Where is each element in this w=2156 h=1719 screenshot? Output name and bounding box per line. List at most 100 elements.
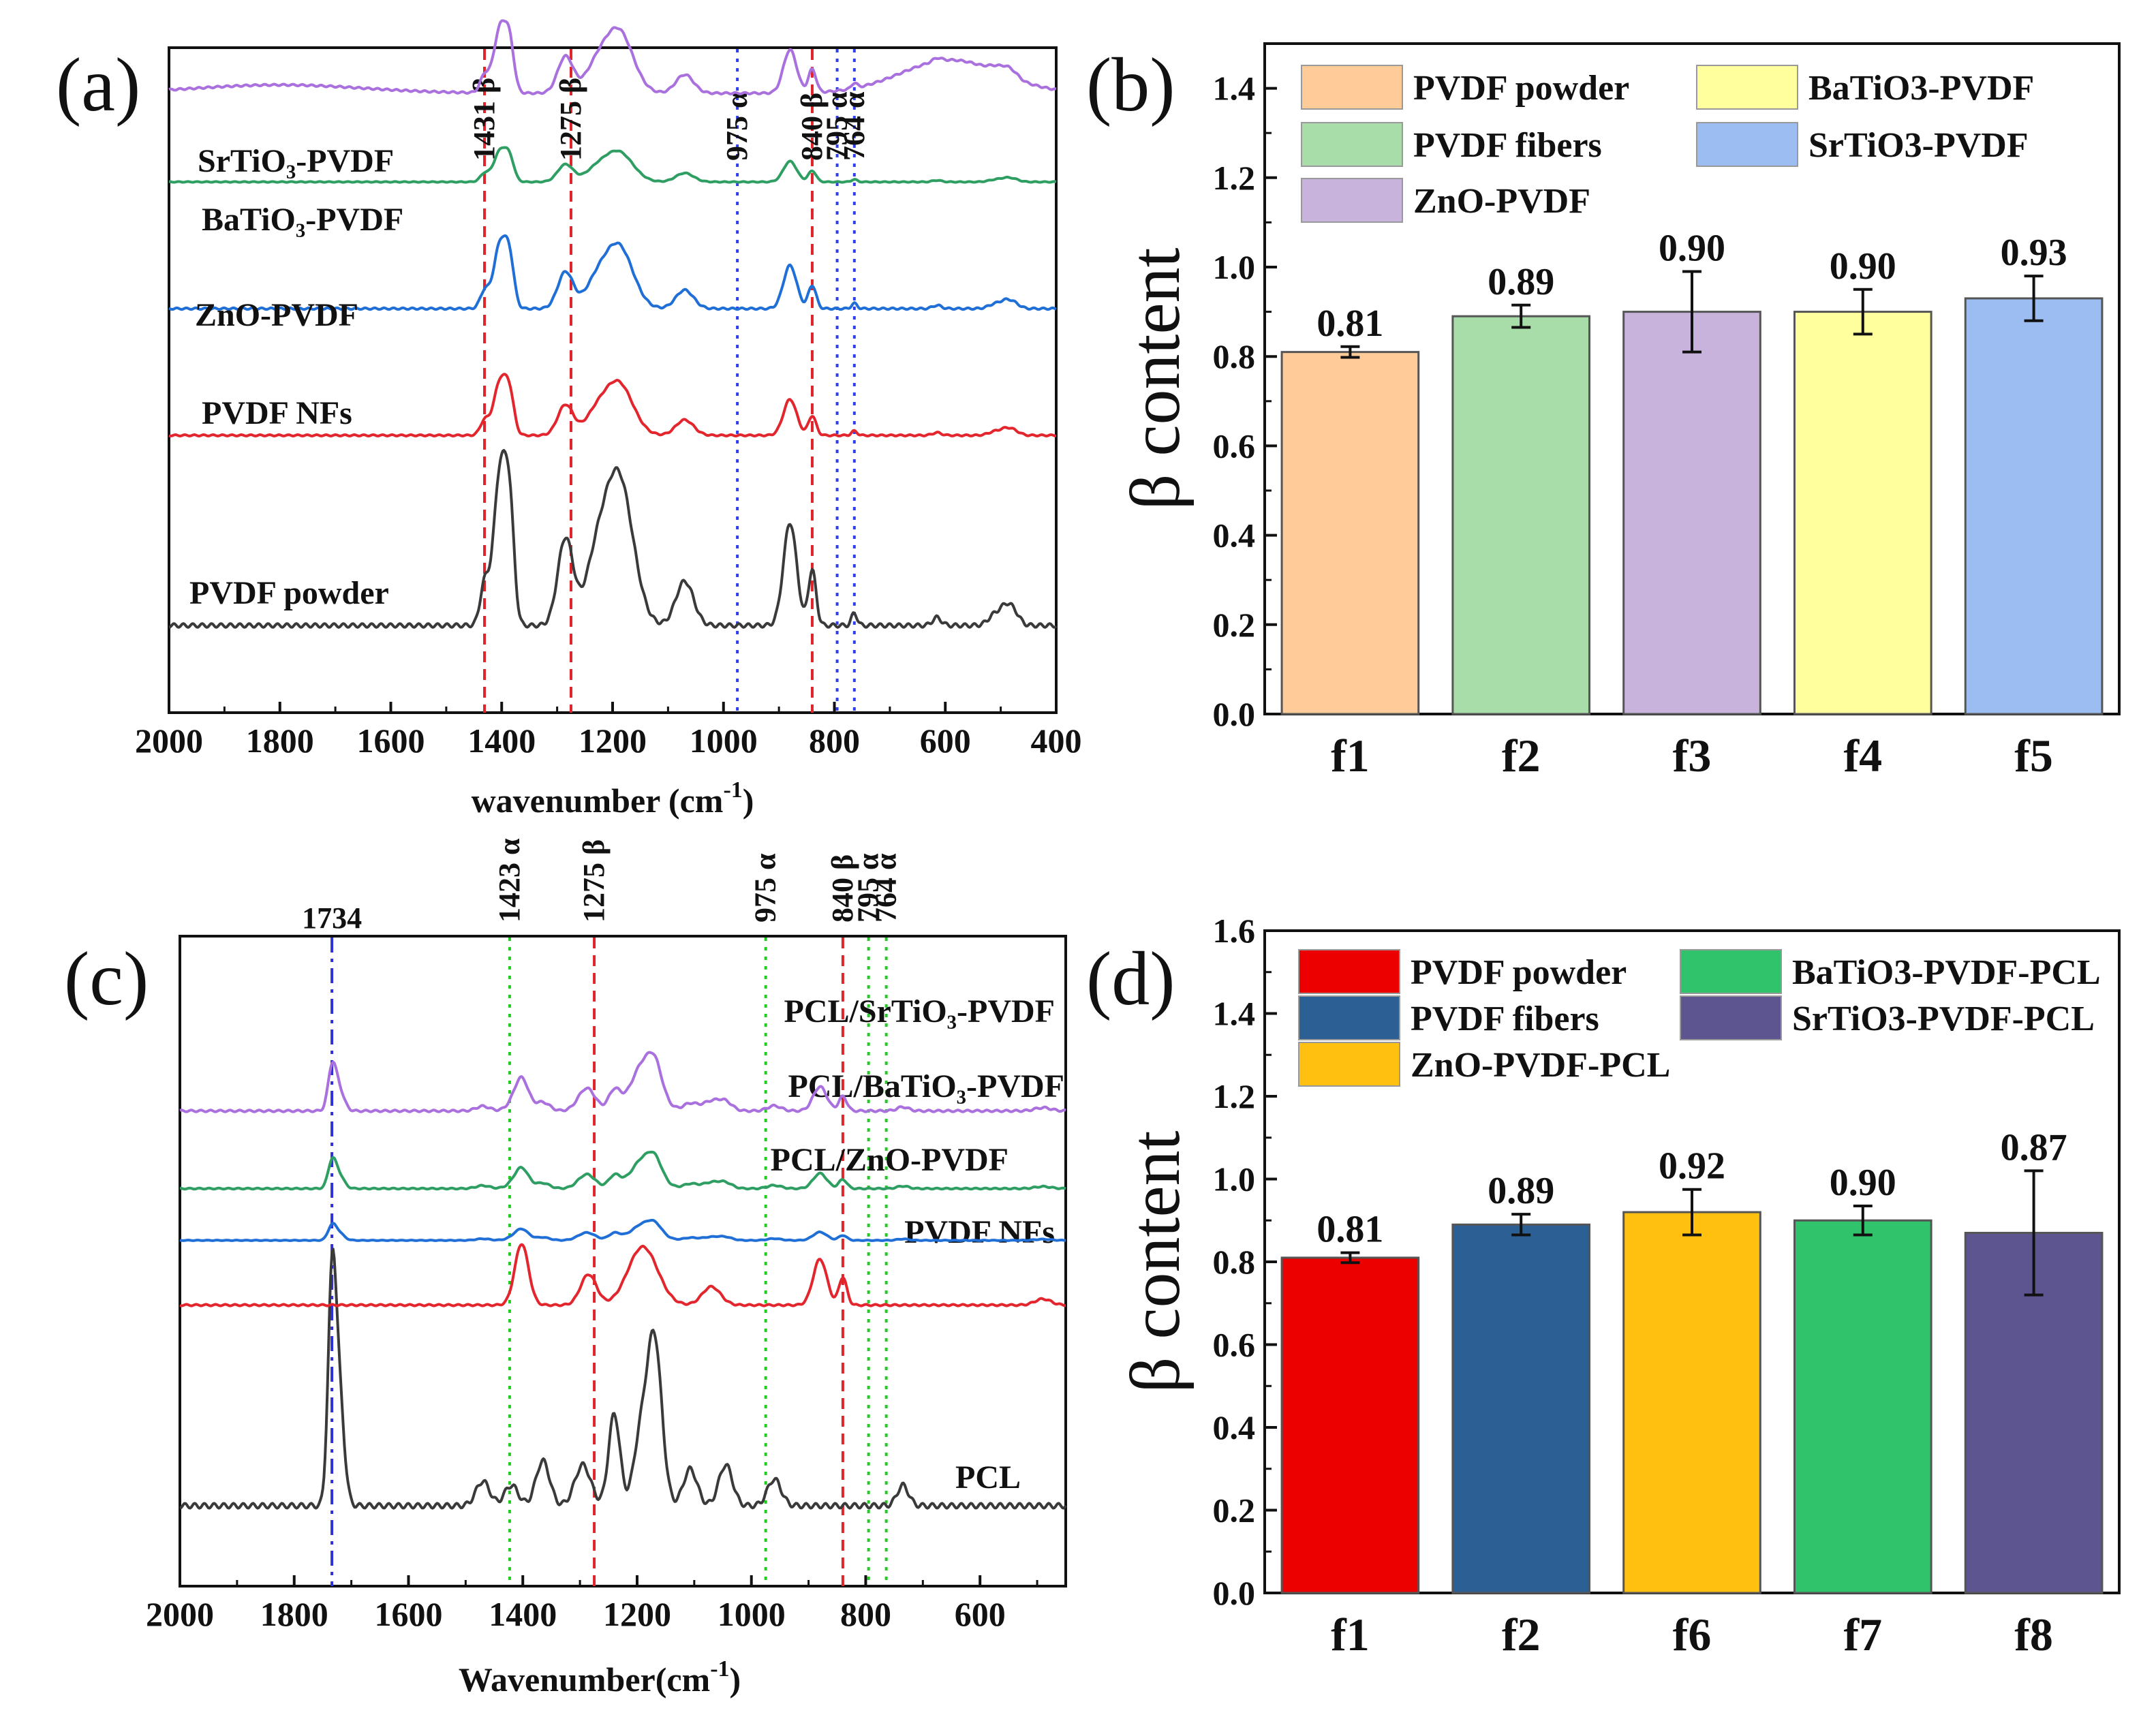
bar-f2 — [1451, 315, 1591, 715]
series-label-pvdf-powder: PVDF powder — [189, 575, 389, 611]
legend-label-batio3-pvdf-pcl: BaTiO3-PVDF-PCL — [1792, 953, 2101, 992]
x-tick-label: 1400 — [489, 1595, 557, 1633]
y-tick-label: 0.8 — [1213, 337, 1256, 375]
legend-swatch-srtio3-pvdf-pcl — [1680, 995, 1782, 1040]
panel-a-xlabel: wavenumber (cm-1) — [472, 777, 754, 820]
bar-f3 — [1622, 311, 1761, 715]
y-tick-label: 0.4 — [1213, 516, 1256, 555]
y-tick-label: 0.4 — [1213, 1408, 1256, 1446]
series-line-batio3-pvdf — [168, 146, 1057, 184]
marker-label-764: 764 α — [869, 853, 903, 923]
value-label-f8: 0.87 — [2001, 1126, 2067, 1168]
x-tick-label: 600 — [920, 722, 971, 760]
marker-label-975: 975 α — [720, 91, 754, 161]
x-tick-label: 1800 — [246, 722, 314, 760]
series-line-srtio3-pvdf — [168, 19, 1057, 95]
y-tick-label: 1.0 — [1213, 248, 1256, 286]
x-tick-label: 800 — [840, 1595, 891, 1633]
value-label-f1: 0.81 — [1316, 303, 1383, 345]
panel-letter-a: (a) — [56, 43, 140, 127]
y-tick-label: 1.0 — [1213, 1160, 1256, 1198]
x-tick-label: 1000 — [690, 722, 758, 760]
panel-a-ftir-spectra: 2000 1800 1600 1400 1200 1000 800 600 400 1431 β… — [135, 19, 1082, 820]
marker-label-795: 795 α — [852, 853, 885, 923]
legend-swatch-pvdf-powder — [1298, 949, 1400, 994]
y-tick-label: 1.2 — [1213, 159, 1256, 197]
series-line-pvdf-nfs — [168, 373, 1057, 437]
panel-letter-d: (d) — [1086, 937, 1175, 1021]
value-label-f7: 0.90 — [1830, 1162, 1896, 1204]
marker-label-1431: 1431 β — [467, 78, 501, 161]
marker-label-975: 975 α — [749, 853, 782, 923]
marker-label-1423: 1423 α — [493, 838, 526, 923]
x-tick-label: 1200 — [603, 1595, 671, 1633]
value-label-f5: 0.93 — [2001, 232, 2067, 274]
legend-label-srtio3-pvdf: SrTiO3-PVDF — [1808, 126, 2029, 165]
series-label-pcl: PCL — [955, 1459, 1021, 1496]
category-label-f4: f4 — [1843, 730, 1882, 781]
x-tick-label: 600 — [955, 1595, 1006, 1633]
panel-letter-b: (b) — [1086, 43, 1175, 127]
legend-label-pvdf-fibers: PVDF fibers — [1411, 1000, 1599, 1038]
legend-swatch-zno-pvdf-pcl — [1298, 1042, 1400, 1087]
legend-swatch-pvdf-fibers — [1298, 995, 1400, 1040]
series-label-batio3-pvdf: BaTiO₃-PVDF — [202, 202, 403, 238]
legend-label-pvdf-powder: PVDF powder — [1411, 953, 1627, 992]
bar-f1 — [1280, 351, 1420, 715]
panel-d-ylabel: β content — [1116, 1130, 1195, 1393]
bar-f5 — [1964, 297, 2104, 715]
series-label-pcl-zno-pvdf: PCL/ZnO-PVDF — [771, 1142, 1008, 1178]
panel-c-ftir-spectra: 2000 1800 1600 1400 1200 1000 800 600 1423 α 127… — [146, 838, 1067, 1699]
series-label-zno-pvdf: ZnO-PVDF — [195, 297, 358, 333]
panel-c-frame — [179, 935, 1067, 1588]
value-label-f2: 0.89 — [1488, 1170, 1554, 1212]
bar-f7 — [1793, 1219, 1932, 1594]
y-tick-label: 0.6 — [1213, 427, 1256, 465]
series-line-pvdf-powder — [168, 449, 1058, 629]
marker-label-764: 764 α — [837, 91, 871, 161]
y-tick-label: 1.4 — [1213, 69, 1256, 108]
series-line-pcl-batio3-pvdf — [179, 1150, 1066, 1191]
marker-label-840: 840 β — [795, 93, 829, 161]
category-label-f2: f2 — [1502, 730, 1541, 781]
bar-f6 — [1622, 1211, 1761, 1594]
y-tick-label: 1.2 — [1213, 1077, 1256, 1115]
legend-label-pvdf-powder: PVDF powder — [1413, 69, 1629, 108]
y-tick-label: 0.2 — [1213, 1491, 1256, 1530]
panel-letter-c: (c) — [64, 937, 149, 1021]
series-label-pcl-srtio3-pvdf: PCL/SrTiO₃-PVDF — [784, 993, 1056, 1029]
x-tick-label: 2000 — [135, 722, 203, 760]
x-tick-label: 1800 — [260, 1595, 328, 1633]
legend-label-pvdf-fibers: PVDF fibers — [1413, 126, 1602, 165]
legend-label-zno-pvdf-pcl: ZnO-PVDF-PCL — [1411, 1046, 1670, 1085]
x-tick-label: 400 — [1031, 722, 1082, 760]
value-label-f3: 0.90 — [1659, 228, 1725, 270]
category-label-f6: f6 — [1673, 1609, 1712, 1660]
series-line-zno-pvdf — [168, 234, 1057, 311]
category-label-f1: f1 — [1331, 730, 1370, 781]
category-label-f5: f5 — [2014, 730, 2053, 781]
value-label-f6: 0.92 — [1659, 1145, 1725, 1188]
bar-f4 — [1793, 311, 1932, 715]
panel-c-xlabel: Wavenumber(cm-1) — [459, 1656, 741, 1699]
series-label-pvdf-nfs: PVDF NFs — [202, 395, 352, 431]
category-label-f2: f2 — [1502, 1609, 1541, 1660]
legend-swatch-batio3-pvdf-pcl — [1680, 949, 1782, 994]
marker-label-1275: 1275 β — [554, 78, 587, 161]
panel-b-bar-chart: 0.0 0.2 0.4 0.6 0.8 1.0 1.2 1.4 f1 f2 f3 f4 f5 0.81 0… — [1116, 42, 2121, 781]
y-tick-label: 0.8 — [1213, 1243, 1256, 1281]
value-label-f4: 0.90 — [1830, 245, 1896, 288]
legend-swatch-srtio3-pvdf — [1696, 122, 1798, 167]
marker-label-1275: 1275 β — [577, 839, 611, 923]
legend-label-batio3-pvdf: BaTiO3-PVDF — [1808, 69, 2034, 108]
bar-f1 — [1280, 1256, 1420, 1594]
legend-swatch-batio3-pvdf — [1696, 65, 1798, 110]
x-tick-label: 1000 — [718, 1595, 786, 1633]
y-tick-label: 1.4 — [1213, 995, 1256, 1033]
series-line-pcl-srtio3-pvdf — [179, 1051, 1066, 1113]
y-tick-label: 0.0 — [1213, 695, 1256, 733]
legend-swatch-pvdf-fibers — [1301, 122, 1403, 167]
value-label-f2: 0.89 — [1488, 261, 1554, 303]
x-tick-label: 1400 — [467, 722, 536, 760]
